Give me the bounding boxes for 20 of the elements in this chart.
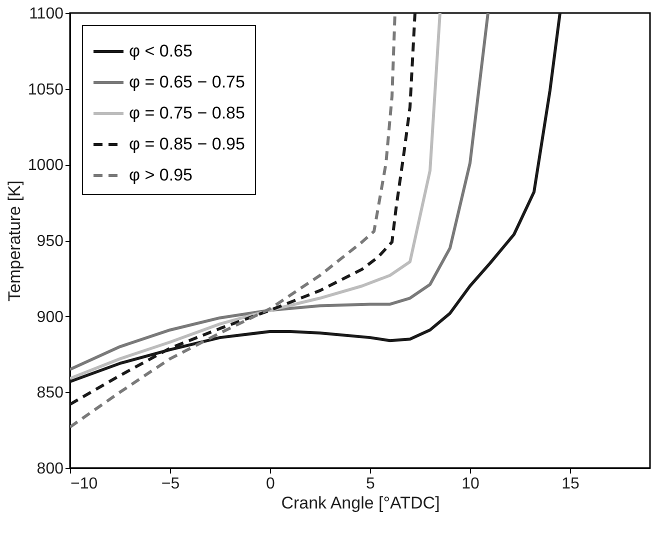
x-axis-title: Crank Angle [°ATDC]: [281, 494, 440, 512]
legend-label: φ > 0.95: [129, 166, 192, 184]
x-tick-label: −5: [161, 476, 180, 492]
y-tick-label: 1050: [28, 81, 64, 98]
legend-label: φ = 0.65 − 0.75: [129, 72, 245, 92]
y-tick-label: 950: [36, 233, 64, 250]
legend-label: φ = 0.75 − 0.85: [129, 104, 245, 122]
legend-label: φ < 0.65: [129, 42, 192, 60]
y-tick-label: 900: [36, 308, 64, 326]
y-tick-label: 1000: [28, 157, 64, 174]
y-tick-label: 850: [36, 384, 64, 402]
x-tick-label: −10: [70, 476, 98, 492]
x-tick-label: 5: [366, 476, 376, 492]
y-axis-title: Temperature [K]: [4, 180, 24, 302]
x-tick-label: 10: [462, 476, 480, 492]
legend-label: φ = 0.85 − 0.95: [129, 134, 245, 154]
x-tick-label: 0: [266, 476, 276, 492]
x-tick-label: 15: [562, 476, 580, 492]
y-tick-label: 1100: [29, 6, 64, 22]
y-tick-label: 800: [36, 460, 64, 478]
